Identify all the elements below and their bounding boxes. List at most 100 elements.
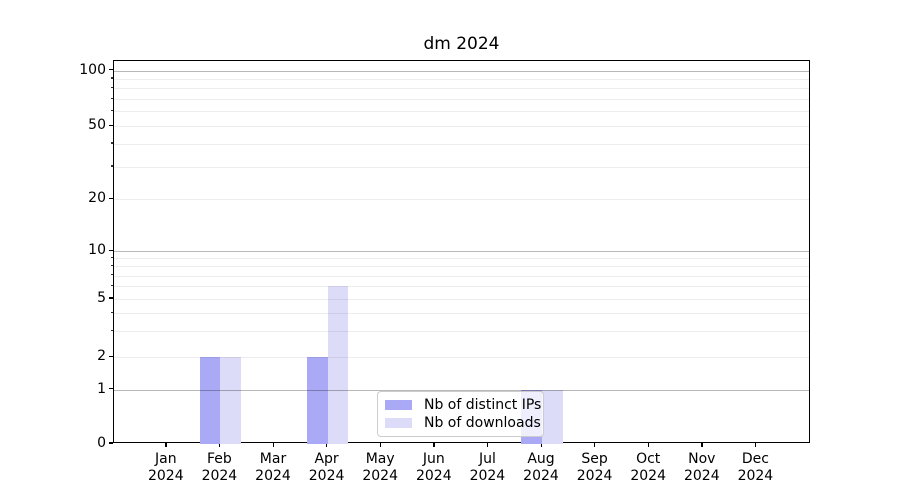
- gridline-minor: [114, 199, 809, 200]
- gridline-minor: [114, 88, 809, 90]
- x-tick-year: 2024: [362, 468, 398, 484]
- gridline-minor: [114, 111, 809, 113]
- bar-downloads: [220, 357, 242, 444]
- gridline-minor: [114, 331, 809, 333]
- y-tick-mark-minor: [111, 264, 113, 267]
- x-tick-year: 2024: [523, 468, 559, 484]
- y-tick-mark-minor: [111, 274, 113, 276]
- x-tick-mark: [540, 443, 542, 447]
- y-tick-mark: [109, 388, 113, 390]
- gridline-major: [114, 70, 809, 72]
- x-tick-month: Dec: [741, 451, 769, 467]
- gridline-minor: [114, 298, 809, 300]
- y-tick-mark-minor: [111, 329, 113, 332]
- x-tick-year: 2024: [737, 468, 774, 484]
- x-tick-month: Jul: [478, 451, 496, 467]
- x-tick-label: Jun 2024: [402, 451, 466, 485]
- legend-item: Nb of downloads: [385, 415, 541, 431]
- gridline-minor: [114, 258, 809, 260]
- x-tick-month: Oct: [636, 451, 661, 467]
- gridline-minor: [114, 313, 809, 315]
- bar-downloads: [327, 286, 349, 444]
- y-tick-mark-minor: [111, 77, 113, 79]
- bar-distinct-ips: [306, 357, 328, 444]
- x-tick-label: Dec 2024: [723, 451, 787, 485]
- x-tick-month: Nov: [688, 451, 716, 467]
- x-tick-month: Sep: [581, 451, 608, 467]
- legend-label: Nb of distinct IPs: [424, 396, 542, 413]
- gridline-minor: [114, 286, 809, 288]
- y-tick-mark: [109, 197, 113, 199]
- plot-area: [113, 60, 810, 444]
- x-tick-mark: [379, 443, 382, 447]
- x-tick-label: Mar 2024: [241, 451, 305, 485]
- x-tick-year: 2024: [415, 468, 452, 484]
- x-tick-year: 2024: [630, 468, 666, 484]
- x-tick-mark: [326, 443, 328, 447]
- legend-swatch: [385, 418, 412, 429]
- x-tick-label: Nov 2024: [670, 451, 734, 485]
- y-tick-mark-minor: [111, 284, 113, 287]
- y-tick-mark-minor: [111, 109, 113, 112]
- x-tick-mark: [218, 443, 221, 447]
- x-tick-month: Mar: [259, 451, 287, 467]
- y-tick-mark: [109, 355, 113, 358]
- gridline-minor: [114, 78, 809, 80]
- y-tick-mark: [109, 297, 113, 299]
- legend-swatch: [385, 399, 412, 410]
- y-tick-mark: [109, 249, 113, 251]
- x-tick-mark: [165, 443, 167, 447]
- y-tick-label: 20: [88, 190, 106, 206]
- x-tick-month: Feb: [206, 451, 232, 467]
- x-tick-label: Jan 2024: [134, 451, 198, 485]
- x-tick-label: Oct 2024: [616, 451, 680, 485]
- gridline-major: [114, 251, 809, 252]
- gridline-minor: [114, 99, 809, 101]
- y-tick-mark-minor: [111, 142, 113, 144]
- x-tick-year: 2024: [469, 468, 506, 484]
- gridline-major: [114, 389, 809, 391]
- x-tick-mark: [647, 443, 650, 447]
- x-tick-month: Apr: [314, 451, 339, 467]
- y-tick-mark-minor: [111, 311, 113, 313]
- x-tick-mark: [594, 443, 596, 447]
- x-tick-mark: [486, 443, 489, 447]
- y-tick-mark-minor: [111, 86, 113, 89]
- y-tick-mark: [109, 442, 113, 444]
- x-tick-label: Jul 2024: [455, 451, 519, 485]
- x-tick-month: May: [365, 451, 395, 467]
- y-tick-mark-minor: [111, 97, 113, 99]
- y-tick-label: 100: [79, 61, 106, 78]
- x-tick-label: May 2024: [348, 451, 412, 485]
- legend-item: Nb of distinct IPs: [385, 397, 541, 413]
- x-tick-year: 2024: [683, 468, 720, 484]
- gridline-minor: [114, 126, 809, 127]
- y-tick-label: 2: [97, 348, 106, 365]
- x-tick-month: Jan: [155, 451, 177, 467]
- y-tick-label: 1: [97, 380, 106, 397]
- x-tick-label: Sep 2024: [563, 451, 627, 485]
- gridline-minor: [114, 166, 809, 168]
- x-tick-year: 2024: [308, 468, 345, 484]
- y-tick-label: 0: [97, 434, 106, 451]
- x-tick-year: 2024: [576, 468, 613, 484]
- bar-distinct-ips: [199, 357, 221, 444]
- x-tick-label: Apr 2024: [295, 451, 359, 485]
- x-tick-mark: [272, 443, 274, 447]
- y-tick-mark: [109, 69, 113, 71]
- chart-title: dm 2024: [423, 34, 500, 54]
- y-tick-label: 10: [88, 242, 106, 258]
- gridline-minor: [114, 266, 809, 268]
- legend: Nb of distinct IPs Nb of downloads: [377, 391, 544, 437]
- x-tick-label: Aug 2024: [509, 451, 573, 485]
- x-tick-month: Aug: [527, 451, 555, 467]
- y-tick-label: 5: [97, 289, 106, 306]
- gridline-minor: [114, 275, 809, 277]
- x-tick-label: Feb 2024: [187, 451, 251, 485]
- y-tick-mark-minor: [111, 256, 113, 259]
- x-tick-mark: [754, 443, 757, 447]
- x-tick-year: 2024: [255, 468, 291, 484]
- legend-label: Nb of downloads: [424, 415, 541, 432]
- x-tick-year: 2024: [201, 468, 238, 484]
